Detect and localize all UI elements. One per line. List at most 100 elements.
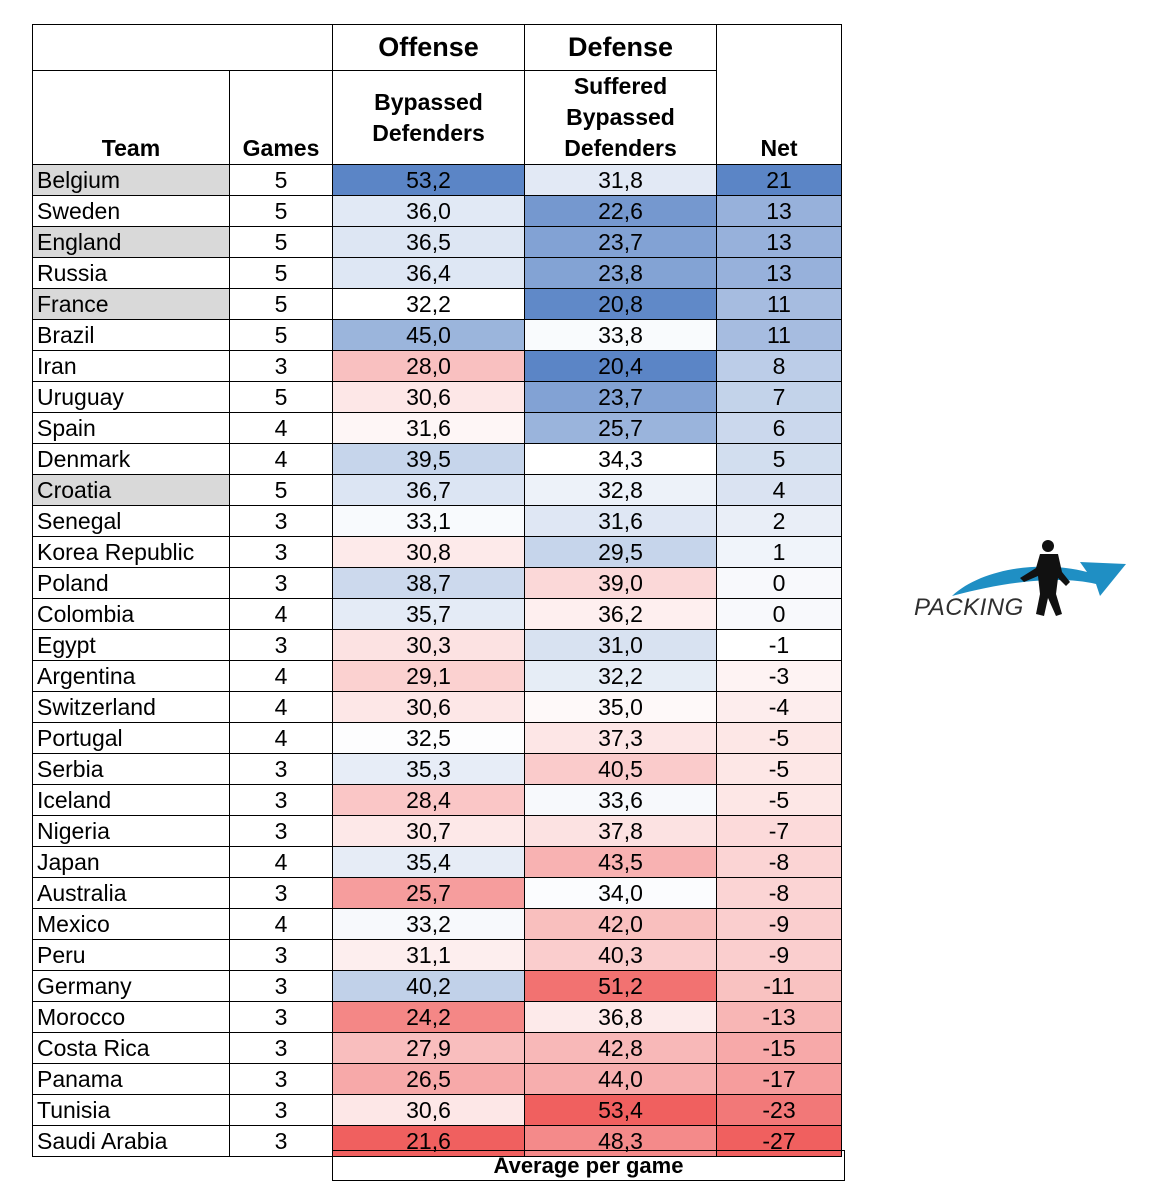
- offense-cell: 35,7: [332, 598, 525, 630]
- defense-cell: 20,8: [524, 288, 717, 320]
- defense-cell: 32,2: [524, 660, 717, 692]
- games-cell: 3: [229, 784, 333, 816]
- net-cell: -15: [716, 1032, 842, 1064]
- team-cell: Australia: [32, 877, 230, 909]
- net-cell: -8: [716, 846, 842, 878]
- table-row: Russia 5 36,4 23,8 13: [32, 257, 842, 289]
- table-row: England 5 36,5 23,7 13: [32, 226, 842, 258]
- games-cell: 3: [229, 753, 333, 785]
- offense-cell: 36,0: [332, 195, 525, 227]
- net-cell: 11: [716, 288, 842, 320]
- header-defense-sub: Suffered Bypassed Defenders: [524, 70, 717, 165]
- games-cell: 3: [229, 567, 333, 599]
- games-cell: 5: [229, 226, 333, 258]
- defense-cell: 20,4: [524, 350, 717, 382]
- table-row: Egypt 3 30,3 31,0 -1: [32, 629, 842, 661]
- defense-cell: 31,0: [524, 629, 717, 661]
- games-cell: 4: [229, 908, 333, 940]
- offense-cell: 38,7: [332, 567, 525, 599]
- games-cell: 3: [229, 350, 333, 382]
- offense-cell: 53,2: [332, 164, 525, 196]
- defense-cell: 37,8: [524, 815, 717, 847]
- table-row: Portugal 4 32,5 37,3 -5: [32, 722, 842, 754]
- net-cell: -9: [716, 908, 842, 940]
- table-row: Spain 4 31,6 25,7 6: [32, 412, 842, 444]
- header-net: Net: [716, 24, 842, 165]
- defense-cell: 36,8: [524, 1001, 717, 1033]
- offense-cell: 32,5: [332, 722, 525, 754]
- table-row: Denmark 4 39,5 34,3 5: [32, 443, 842, 475]
- defense-cell: 36,2: [524, 598, 717, 630]
- defense-cell: 51,2: [524, 970, 717, 1002]
- games-cell: 4: [229, 846, 333, 878]
- defense-cell: 48,3: [524, 1125, 717, 1157]
- table-row: Colombia 4 35,7 36,2 0: [32, 598, 842, 630]
- team-cell: Argentina: [32, 660, 230, 692]
- table-body: Belgium 5 53,2 31,8 21 Sweden 5 36,0 22,6 13 Engla…: [32, 164, 842, 1157]
- defense-cell: 25,7: [524, 412, 717, 444]
- team-cell: Poland: [32, 567, 230, 599]
- defense-cell: 34,0: [524, 877, 717, 909]
- table-row: Costa Rica 3 27,9 42,8 -15: [32, 1032, 842, 1064]
- team-cell: Japan: [32, 846, 230, 878]
- header-defense-sub-line: Defenders: [564, 135, 677, 161]
- table-row: Brazil 5 45,0 33,8 11: [32, 319, 842, 351]
- offense-cell: 39,5: [332, 443, 525, 475]
- offense-cell: 30,7: [332, 815, 525, 847]
- team-cell: Peru: [32, 939, 230, 971]
- net-cell: 1: [716, 536, 842, 568]
- offense-cell: 36,4: [332, 257, 525, 289]
- games-cell: 3: [229, 536, 333, 568]
- net-cell: -27: [716, 1125, 842, 1157]
- offense-cell: 40,2: [332, 970, 525, 1002]
- offense-cell: 30,3: [332, 629, 525, 661]
- defense-cell: 33,6: [524, 784, 717, 816]
- footer-average-per-game: Average per game: [332, 1150, 845, 1181]
- games-cell: 3: [229, 1001, 333, 1033]
- net-cell: -17: [716, 1063, 842, 1095]
- defense-cell: 32,8: [524, 474, 717, 506]
- offense-cell: 26,5: [332, 1063, 525, 1095]
- net-cell: 0: [716, 598, 842, 630]
- net-cell: 4: [716, 474, 842, 506]
- games-cell: 3: [229, 939, 333, 971]
- games-cell: 3: [229, 629, 333, 661]
- net-cell: 5: [716, 443, 842, 475]
- net-cell: 11: [716, 319, 842, 351]
- packing-logo: PACKING: [912, 538, 1132, 622]
- defense-cell: 42,8: [524, 1032, 717, 1064]
- team-cell: Iceland: [32, 784, 230, 816]
- team-cell: Russia: [32, 257, 230, 289]
- table-row: Iceland 3 28,4 33,6 -5: [32, 784, 842, 816]
- team-cell: Belgium: [32, 164, 230, 196]
- defense-cell: 33,8: [524, 319, 717, 351]
- header-defense: Defense: [524, 24, 717, 71]
- offense-cell: 24,2: [332, 1001, 525, 1033]
- table-row: Switzerland 4 30,6 35,0 -4: [32, 691, 842, 723]
- offense-cell: 36,5: [332, 226, 525, 258]
- games-cell: 3: [229, 815, 333, 847]
- defense-cell: 22,6: [524, 195, 717, 227]
- offense-cell: 45,0: [332, 319, 525, 351]
- team-cell: Uruguay: [32, 381, 230, 413]
- games-cell: 3: [229, 1125, 333, 1157]
- table-row: Japan 4 35,4 43,5 -8: [32, 846, 842, 878]
- team-cell: Portugal: [32, 722, 230, 754]
- team-cell: Sweden: [32, 195, 230, 227]
- team-cell: Costa Rica: [32, 1032, 230, 1064]
- team-cell: Senegal: [32, 505, 230, 537]
- header-blank: [32, 24, 333, 71]
- offense-cell: 28,0: [332, 350, 525, 382]
- team-cell: Colombia: [32, 598, 230, 630]
- team-cell: Denmark: [32, 443, 230, 475]
- offense-cell: 31,1: [332, 939, 525, 971]
- games-cell: 3: [229, 877, 333, 909]
- logo-text: PACKING: [914, 594, 1024, 621]
- table-row: Uruguay 5 30,6 23,7 7: [32, 381, 842, 413]
- defense-cell: 37,3: [524, 722, 717, 754]
- header-defense-sub-line: Bypassed: [566, 104, 675, 130]
- team-cell: Germany: [32, 970, 230, 1002]
- team-cell: Morocco: [32, 1001, 230, 1033]
- defense-cell: 39,0: [524, 567, 717, 599]
- defense-cell: 40,3: [524, 939, 717, 971]
